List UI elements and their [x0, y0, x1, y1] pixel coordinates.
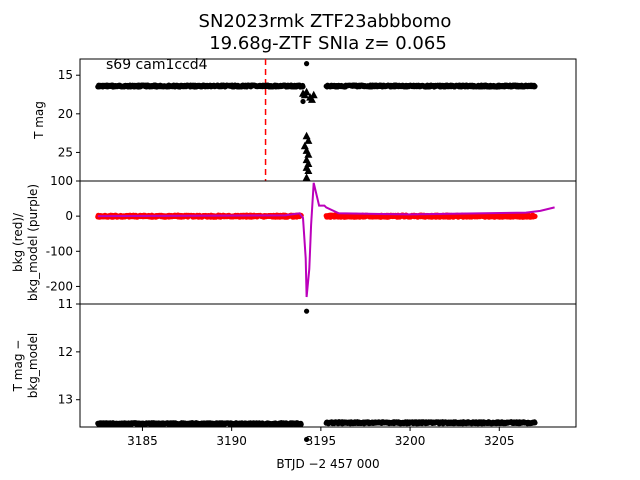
bkg-model-line	[97, 182, 555, 298]
y-tick-label: 20	[58, 107, 73, 121]
outlier-point	[303, 61, 310, 67]
data-point	[532, 420, 538, 426]
panel-frame	[79, 180, 577, 305]
data-point	[298, 421, 304, 427]
y-tick-label: 13	[58, 393, 73, 407]
y-axis-label: T mag	[32, 101, 46, 140]
data-point	[532, 83, 538, 89]
upper-limit-marker	[304, 166, 313, 174]
x-tick-label: 3195	[306, 434, 337, 448]
bkg-point	[532, 213, 538, 219]
upper-limit-marker	[302, 173, 311, 181]
panel-frame	[79, 58, 577, 182]
panel-1: 15 20 25 T mag	[32, 58, 577, 182]
y-axis-label: bkg (red)/	[11, 212, 25, 272]
outlier-point	[300, 98, 306, 105]
upper-limit-marker	[304, 150, 313, 158]
y-axis-label: T mag −	[11, 340, 25, 393]
y-tick-label: -100	[46, 244, 73, 258]
y-tick-label: 15	[58, 68, 73, 82]
panel-frame	[79, 303, 577, 428]
panel-3: 11 12 13 T mag − bkg_model 3185 3190 3195 3200 32…	[11, 297, 577, 448]
x-tick-label: 3185	[127, 434, 158, 448]
upper-limit-marker	[304, 136, 313, 144]
y-axis-label: bkg_model	[26, 333, 40, 399]
upper-limit-marker	[307, 95, 316, 103]
y-tick-label: 100	[50, 174, 73, 188]
y-tick-label: 25	[58, 145, 73, 159]
chart-title-line1: SN2023rmk ZTF23abbbomo	[199, 11, 452, 32]
x-tick-label: 3190	[216, 434, 247, 448]
y-tick-label: -200	[46, 279, 73, 293]
sector-annotation: s69 cam1ccd4	[106, 57, 208, 73]
upper-limit-marker	[302, 87, 311, 96]
chart-title-line2: 19.68g-ZTF SNIa z= 0.065	[209, 33, 447, 54]
x-axis-label: BTJD −2 457 000	[276, 457, 379, 471]
y-tick-label: 11	[58, 297, 73, 311]
outlier-point	[303, 436, 310, 443]
y-tick-label: 12	[58, 345, 73, 359]
y-axis-label: bkg_model (purple)	[26, 184, 40, 301]
y-tick-label: 0	[65, 209, 73, 223]
data-point	[300, 84, 306, 90]
x-tick-label: 3200	[395, 434, 426, 448]
upper-limit-marker	[302, 131, 311, 140]
outlier-point	[303, 308, 310, 314]
upper-limit-marker	[309, 90, 318, 99]
panel-2: 100 0 -100 -200 bkg (red)/bkg_model (purple)	[11, 174, 577, 305]
x-tick-label: 3205	[484, 434, 515, 448]
